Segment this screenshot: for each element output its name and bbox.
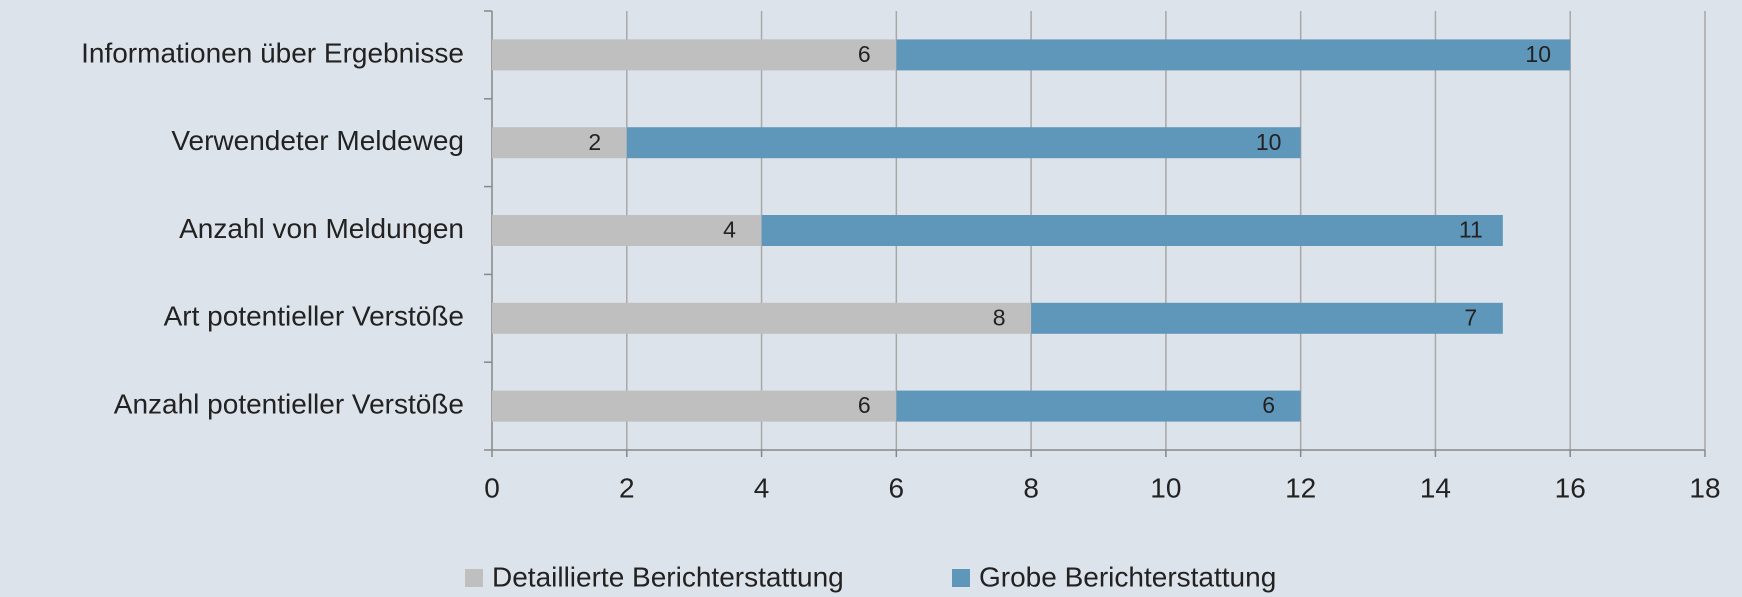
- legend-label: Grobe Berichterstattung: [979, 561, 1276, 592]
- data-label: 8: [993, 304, 1006, 330]
- y-tick-label: Anzahl potentieller Verstöße: [114, 388, 464, 419]
- x-tick-label: 6: [889, 472, 905, 503]
- bar-segment: [896, 39, 1571, 71]
- x-tick-label: 10: [1150, 472, 1181, 503]
- y-tick-label: Verwendeter Meldeweg: [171, 125, 464, 156]
- data-label: 6: [1262, 392, 1275, 418]
- y-tick-label: Art potentieller Verstöße: [164, 301, 464, 332]
- x-tick-label: 18: [1689, 472, 1720, 503]
- bar-segment: [492, 215, 762, 246]
- bar-segment: [492, 302, 1032, 334]
- x-tick-label: 4: [754, 472, 770, 503]
- y-tick-label: Informationen über Ergebnisse: [81, 37, 464, 68]
- bar-segment: [492, 39, 897, 71]
- data-label: 2: [588, 129, 601, 155]
- data-label: 6: [858, 41, 871, 67]
- bar-segment: [626, 127, 1301, 159]
- x-tick-label: 16: [1555, 472, 1586, 503]
- data-label: 7: [1464, 304, 1477, 330]
- bar-segment: [492, 390, 897, 422]
- x-tick-label: 12: [1285, 472, 1316, 503]
- x-tick-label: 0: [484, 472, 500, 503]
- x-tick-label: 8: [1023, 472, 1039, 503]
- bar-segment: [896, 390, 1301, 422]
- data-label: 10: [1525, 41, 1551, 67]
- data-label: 6: [858, 392, 871, 418]
- legend-swatch: [465, 569, 483, 587]
- x-tick-label: 2: [619, 472, 635, 503]
- data-label: 11: [1459, 217, 1483, 243]
- bar-segment: [761, 215, 1503, 246]
- bar-segment: [492, 127, 627, 159]
- legend-label: Detaillierte Berichterstattung: [492, 561, 844, 592]
- data-label: 4: [723, 217, 736, 243]
- x-tick-label: 14: [1420, 472, 1451, 503]
- bar-segment: [1031, 302, 1503, 334]
- legend-swatch: [952, 569, 970, 587]
- data-label: 10: [1256, 129, 1282, 155]
- y-tick-label: Anzahl von Meldungen: [179, 213, 464, 244]
